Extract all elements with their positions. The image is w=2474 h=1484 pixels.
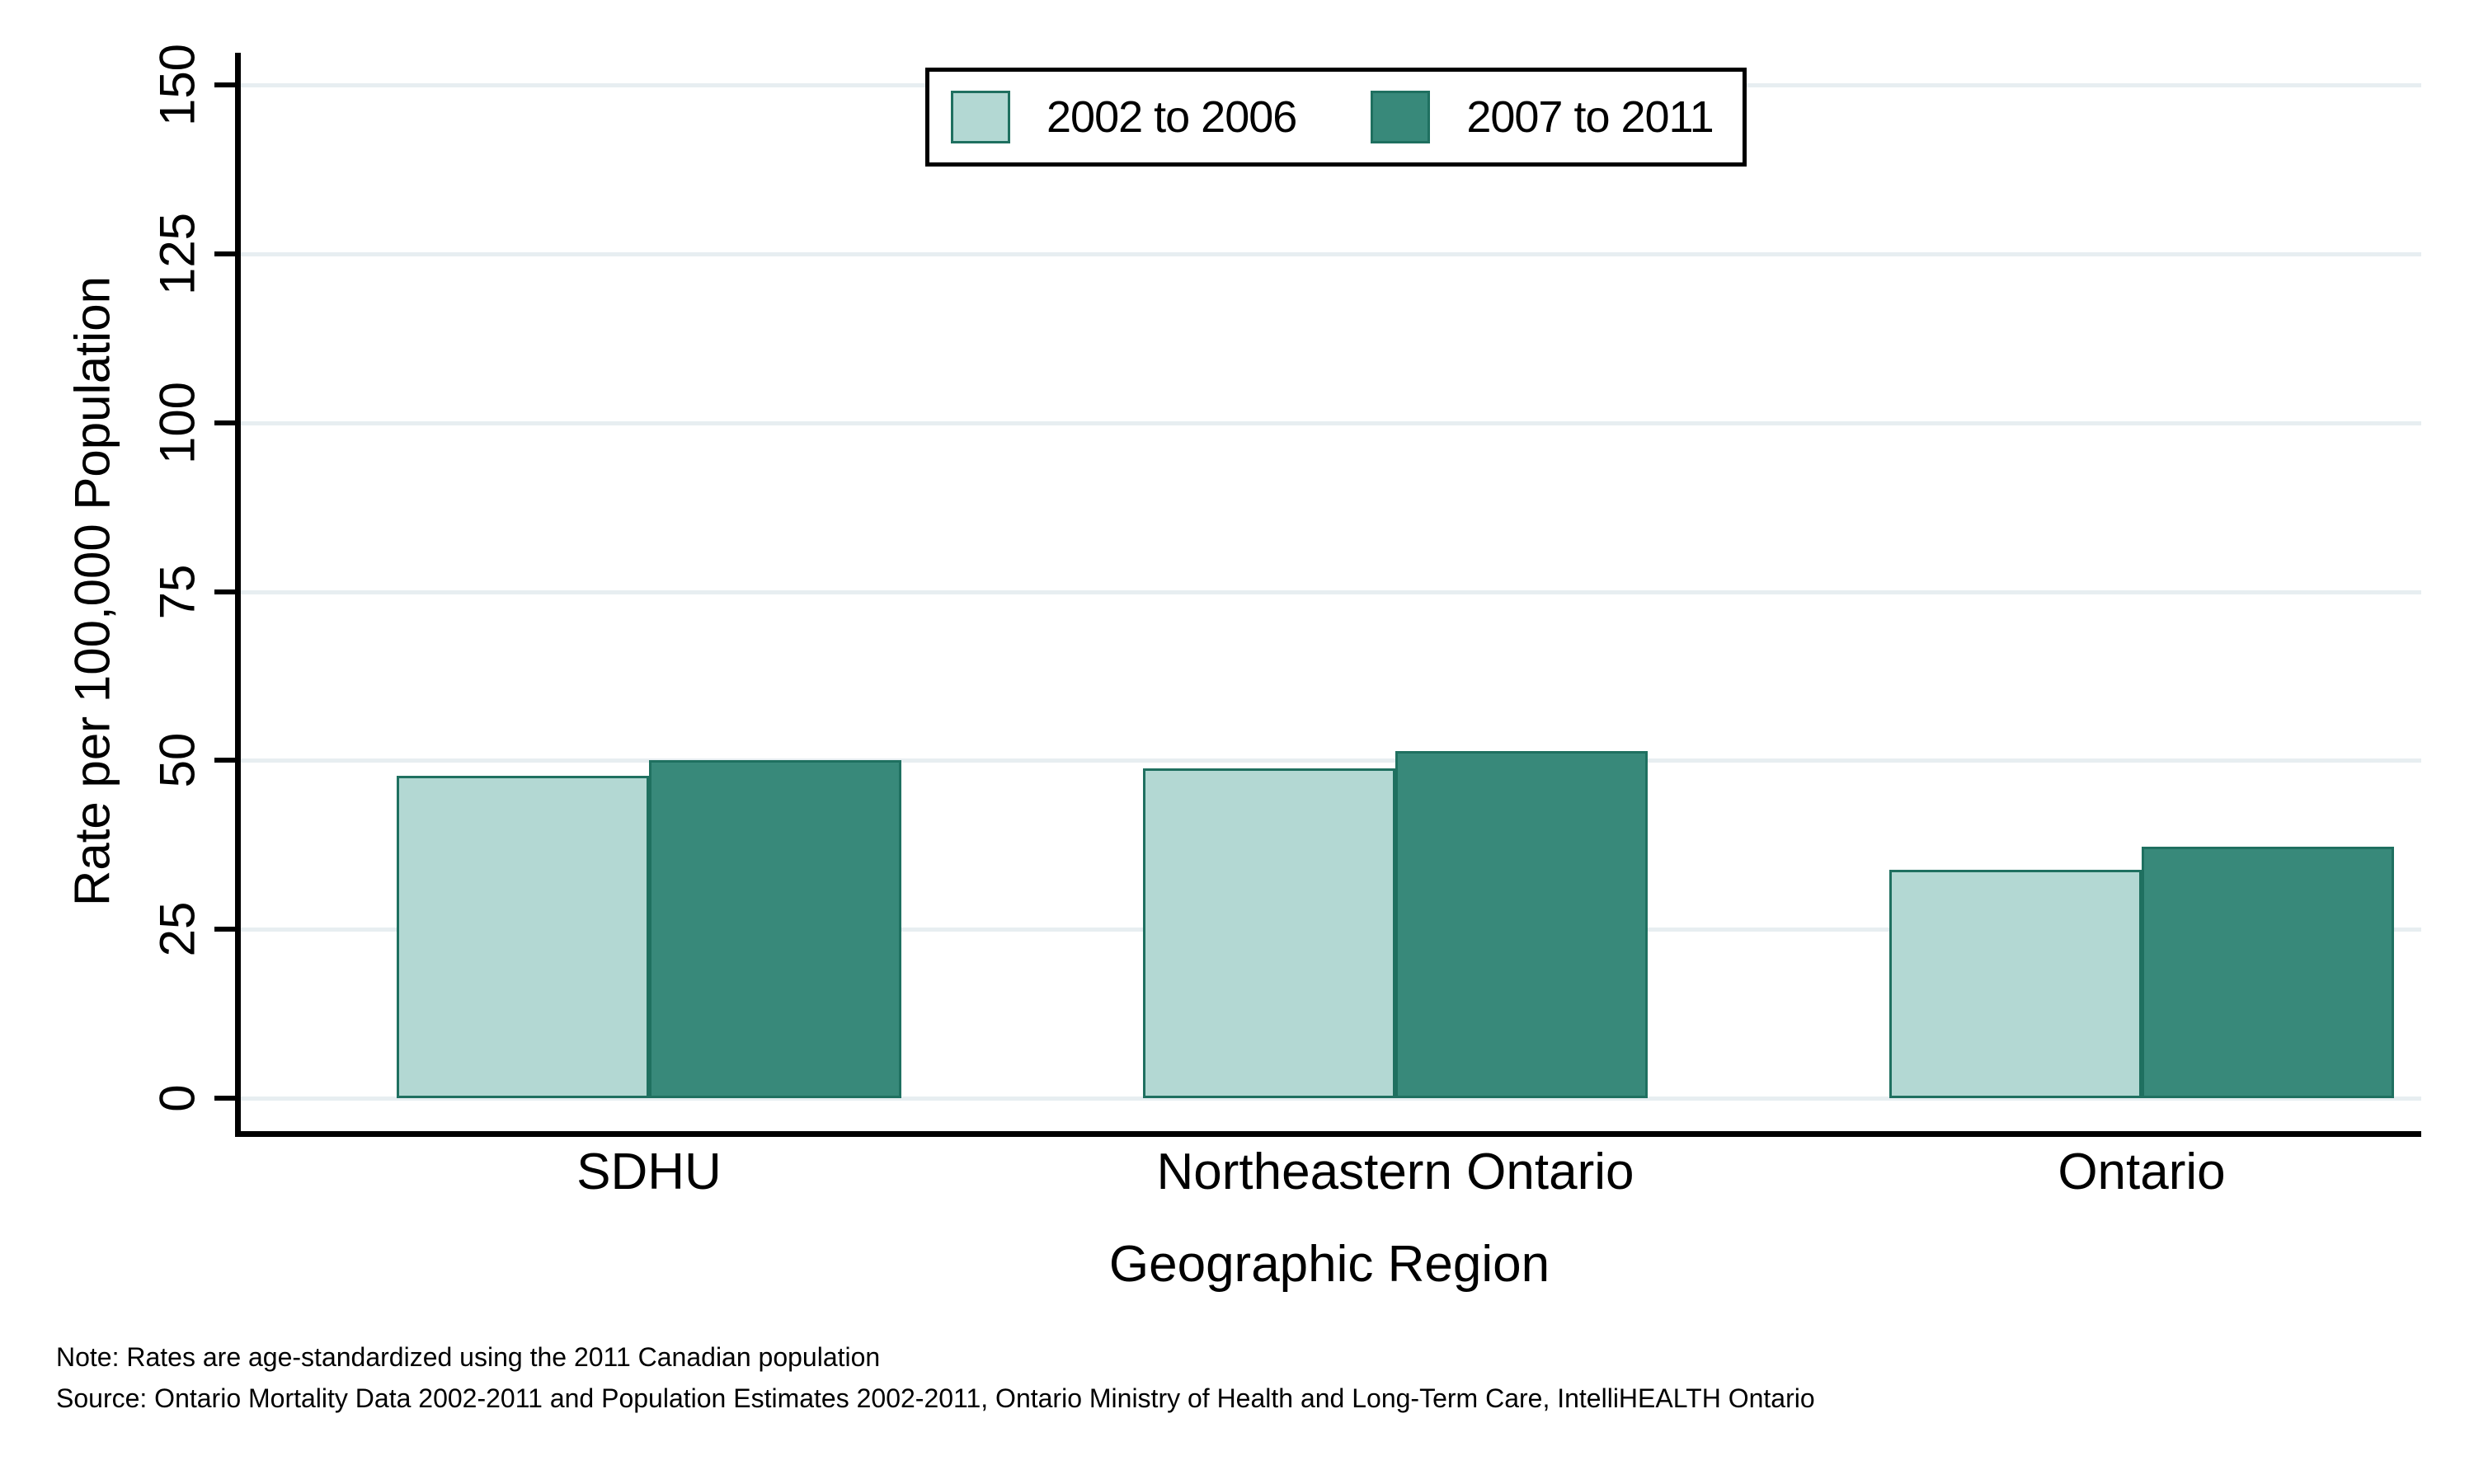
legend-label: 2007 to 2011 <box>1466 92 1714 142</box>
y-tick-label: 150 <box>149 43 205 127</box>
y-tick-label: 75 <box>149 564 205 619</box>
legend-label: 2002 to 2006 <box>1047 92 1297 142</box>
y-axis-tick <box>214 927 235 932</box>
y-tick-label: 125 <box>149 212 205 295</box>
category-label: Northeastern Ontario <box>1156 1144 1634 1200</box>
bar-northeastern-ontario-series-1 <box>1395 750 1648 1098</box>
y-tick-label: 100 <box>149 381 205 464</box>
category-label: SDHU <box>576 1144 722 1200</box>
x-axis-title: Geographic Region <box>1108 1236 1550 1293</box>
gridline <box>241 758 2421 763</box>
legend-swatch <box>951 91 1010 143</box>
bar-sdhu-series-0 <box>397 776 649 1098</box>
y-tick-label: 50 <box>149 732 205 788</box>
legend-item: 2002 to 2006 <box>951 91 1297 143</box>
legend-item: 2007 to 2011 <box>1371 91 1714 143</box>
y-axis-tick <box>214 251 235 256</box>
bar-northeastern-ontario-series-0 <box>1143 768 1395 1098</box>
gridline <box>241 1097 2421 1101</box>
bar-ontario-series-0 <box>1889 870 2142 1098</box>
legend-swatch <box>1371 91 1431 143</box>
y-axis-tick <box>214 82 235 87</box>
category-label: Ontario <box>2058 1144 2226 1200</box>
bar-sdhu-series-1 <box>649 760 901 1098</box>
bar-ontario-series-1 <box>2142 847 2394 1098</box>
gridline <box>241 420 2421 425</box>
y-tick-label: 0 <box>149 1084 205 1112</box>
legend: 2002 to 2006 2007 to 2011 <box>925 68 1747 167</box>
note-text: Note: Rates are age-standardized using t… <box>56 1342 881 1372</box>
source-text: Source: Ontario Mortality Data 2002-2011… <box>56 1383 1815 1413</box>
gridline <box>241 589 2421 594</box>
y-tick-label: 25 <box>149 901 205 957</box>
y-axis-tick <box>214 589 235 594</box>
x-axis-line <box>235 1131 2421 1137</box>
gridline <box>241 251 2421 256</box>
y-axis-tick <box>214 758 235 763</box>
y-axis-tick <box>214 420 235 425</box>
y-axis-tick <box>214 1096 235 1101</box>
y-axis-title: Rate per 100,000 Population <box>64 276 120 906</box>
y-axis-line <box>235 53 241 1137</box>
